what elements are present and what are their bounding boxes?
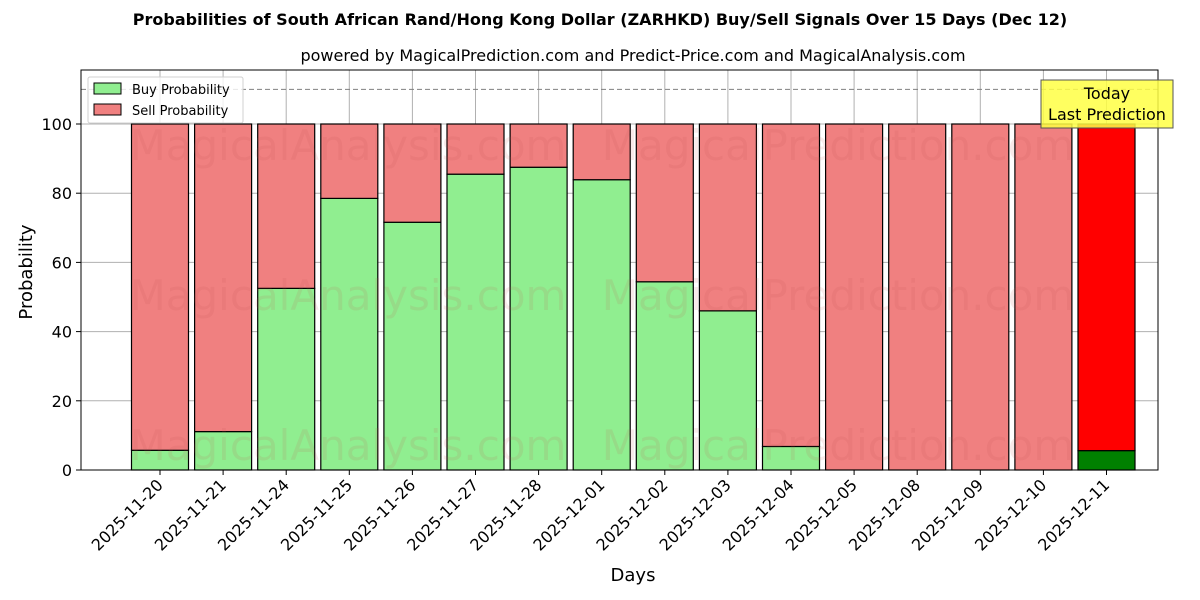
legend: Buy Probability Sell Probability [87,76,244,124]
watermark-text: MagicalAnalysis.com [130,121,567,170]
buy-bar [320,197,379,471]
bars [130,123,1136,471]
sell-bar [888,123,947,471]
legend-buy-swatch [93,82,122,95]
sell-bar [824,123,884,471]
sell-bar [130,123,190,451]
sell-bar [572,123,631,181]
chart-subtitle: powered by MagicalPrediction.com and Pre… [300,46,966,65]
watermark-text: MagicalPrediction.com [602,421,1075,470]
y-tick-label: 60 [52,253,72,272]
y-tick-label: 20 [52,392,72,411]
watermarks: MagicalAnalysis.com MagicalPrediction.com… [130,121,1075,470]
legend-sell-swatch [93,103,122,116]
watermark-text: MagicalAnalysis.com [130,421,567,470]
buy-bar [383,221,442,471]
buy-bar [509,166,568,471]
buy-bar [257,287,316,471]
y-tick-label: 0 [62,461,72,480]
watermark-text: MagicalPrediction.com [602,271,1075,320]
y-tick-label: 40 [52,323,72,342]
sell-bar [1077,123,1136,452]
legend-buy-label: Buy Probability [132,83,230,98]
y-tick-label: 100 [41,115,72,134]
sell-bar [761,123,821,448]
buy-bar [635,281,694,471]
sell-bar [257,123,316,289]
watermark-text: MagicalPrediction.com [602,121,1075,170]
sell-bar [320,123,379,199]
axes-frame [80,69,1159,471]
sell-bar [509,123,568,168]
annotation-line2: Last Prediction [1048,105,1166,124]
today-annotation: Today Last Prediction [1040,79,1174,129]
annotation-line1: Today [1083,84,1130,103]
sell-bar [698,123,758,312]
y-axis: 0 20 40 60 80 100 [41,115,81,480]
buy-bar [1077,450,1136,471]
x-axis-label: Days [611,565,656,586]
legend-sell-label: Sell Probability [132,104,229,119]
sell-bar [635,123,694,283]
sell-bar [1014,123,1073,471]
buy-bar [572,179,631,471]
y-axis-label: Probability [16,224,37,319]
y-tick-label: 80 [52,184,72,203]
sell-bar [383,123,442,223]
buy-bar [698,310,758,471]
sell-bar [194,123,253,433]
watermark-text: MagicalAnalysis.com [130,271,567,320]
sell-bar [951,123,1010,471]
chart-title: Probabilities of South African Rand/Hong… [132,10,1068,29]
x-axis: 2025-11-202025-11-212025-11-242025-11-25… [88,470,1113,555]
sell-bar [446,123,505,175]
